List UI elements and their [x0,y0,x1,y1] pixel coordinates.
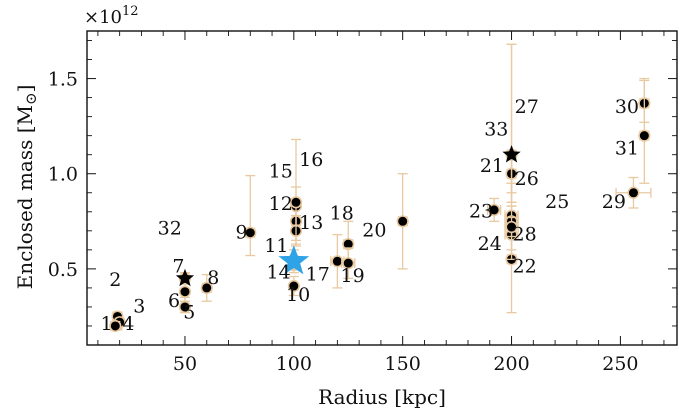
data-point [287,275,300,297]
data-marker [627,186,640,199]
point-annotation: 25 [545,191,569,213]
data-point [615,176,652,209]
point-annotation: 5 [183,301,195,323]
point-annotation: 6 [168,290,180,312]
point-annotation: 11 [264,235,288,257]
data-point [289,138,303,241]
point-annotation: 22 [513,256,537,278]
point-annotation: 2 [109,269,121,291]
point-annotation: 24 [478,233,502,255]
x-tick-label: 200 [493,353,529,375]
x-tick-label: 250 [602,353,638,375]
data-point [178,296,192,314]
y-axis-label-close: ] [13,85,37,93]
point-annotation: 28 [513,223,537,245]
point-annotation: 27 [515,96,539,118]
y-axis-label-main: Enclosed mass [M [13,105,37,289]
data-marker [396,215,409,228]
point-annotation: 4 [122,313,134,335]
point-annotation: 13 [299,212,323,234]
point-annotation: 29 [602,191,626,213]
point-annotation: 7 [172,256,184,278]
point-annotation: 15 [269,161,293,183]
data-marker [200,281,213,295]
point-annotation: 14 [266,261,290,283]
y-axis-multiplier-exponent: 12 [122,4,139,19]
point-annotation: 19 [341,265,365,287]
point-annotation: 18 [330,202,354,224]
point-annotation: 3 [133,296,145,318]
data-marker [638,129,651,142]
point-annotation: 33 [484,119,508,141]
y-axis-multiplier-base: ×10 [84,7,122,28]
x-tick-label: 150 [385,353,421,375]
labels-layer: Radius [kpc] Enclosed mass [M⊙] ×1012 [13,4,446,409]
data-marker [244,226,257,239]
point-annotation: 32 [158,218,182,240]
data-point [109,319,122,333]
point-annotation: 30 [615,96,639,118]
data-point [504,216,519,238]
x-tick-label: 100 [276,353,312,375]
y-tick-label: 1.5 [48,69,78,91]
plot-layer: 1234567891011121314151617181920212223242… [101,43,652,335]
data-marker [342,257,355,270]
x-tick-label: 50 [173,353,197,375]
data-marker [289,196,303,209]
point-annotation: 17 [306,263,330,285]
point-annotation: 1 [101,313,113,335]
point-annotation: 31 [615,138,639,160]
star-marker-black [175,268,195,287]
data-point [396,173,409,270]
star-marker-blue [278,245,310,275]
point-annotation: 8 [207,267,219,289]
point-annotation: 16 [299,149,323,171]
data-marker [505,220,518,234]
data-marker [488,203,501,216]
x-axis-label: Radius [kpc] [318,385,446,409]
point-annotation: 10 [286,284,310,306]
y-axis-multiplier: ×1012 [84,4,139,28]
data-marker [178,285,192,298]
point-annotation: 20 [362,220,386,242]
point-annotation: 9 [236,221,248,243]
data-point [244,174,257,257]
data-marker [109,319,122,333]
data-point [638,77,651,184]
data-point [341,247,356,280]
data-point [486,197,502,222]
point-annotation: 26 [515,168,539,190]
point-annotation: 12 [269,193,293,215]
data-point [200,273,213,302]
point-annotation: 21 [480,155,504,177]
y-axis-label-solar-symbol: ⊙ [22,92,40,105]
star-marker-black [502,145,521,163]
point-annotation: 23 [469,200,493,222]
y-tick-label: 1.0 [48,164,78,186]
y-tick-label: 0.5 [48,259,78,281]
axes-layer: 50 100 150 200 250 0.5 1.0 1.5 [48,30,678,375]
plot-frame [86,30,678,346]
y-axis-label: Enclosed mass [M⊙] [13,85,40,290]
data-marker [287,279,300,293]
